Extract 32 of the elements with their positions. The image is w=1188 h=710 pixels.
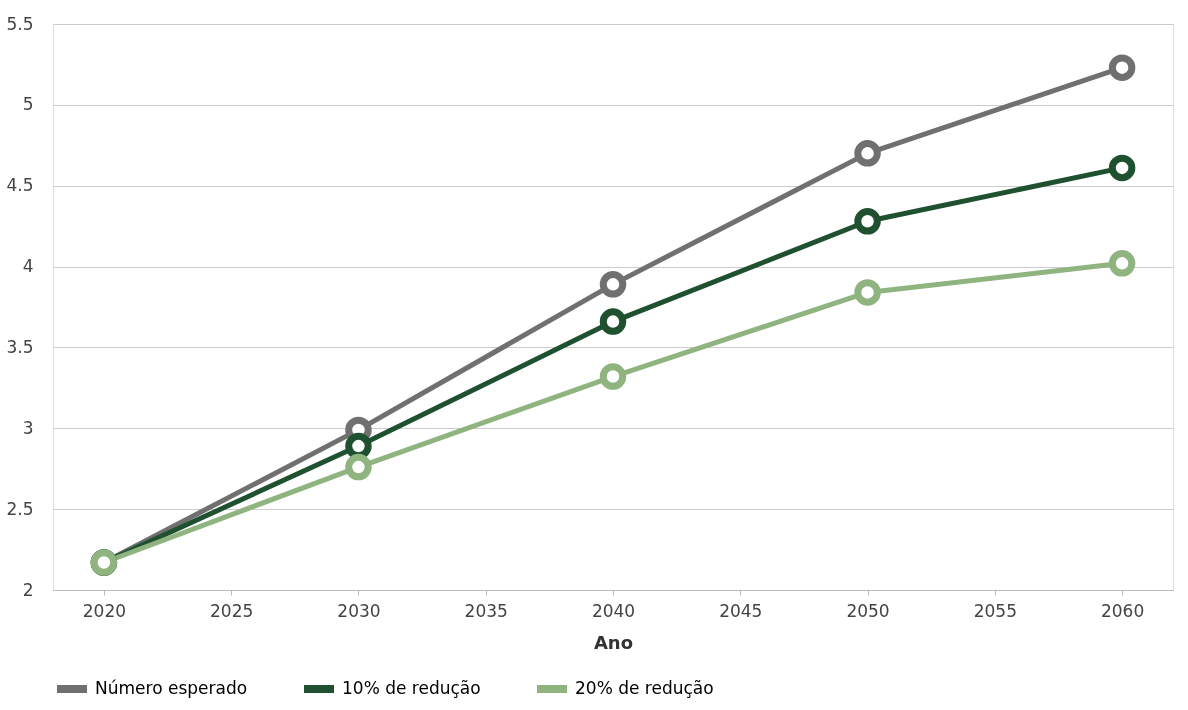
x-tick-label: 2055 xyxy=(973,600,1017,621)
point xyxy=(1108,250,1136,277)
legend-label: Número esperado xyxy=(95,678,248,698)
y-tick-label: 3 xyxy=(22,417,34,438)
x-tick-label: 2060 xyxy=(1100,600,1145,621)
x-axis-title: Ano xyxy=(593,631,634,653)
y-tick-label: 5.5 xyxy=(6,13,34,34)
x-tick-label: 2035 xyxy=(464,600,508,621)
point xyxy=(599,271,627,298)
x-tick-label: 2040 xyxy=(591,600,636,621)
legend-label: 10% de redução xyxy=(342,678,481,698)
x-tick-label: 2025 xyxy=(210,600,254,621)
y-tick-label: 4.5 xyxy=(6,175,34,196)
point xyxy=(854,208,881,235)
y-tick-label: 2.5 xyxy=(6,498,34,519)
y-tick-label: 2 xyxy=(22,579,34,600)
legend-label: 20% de redução xyxy=(575,678,714,698)
point xyxy=(345,432,372,460)
point xyxy=(1108,154,1136,182)
point xyxy=(854,279,881,306)
x-tick-label: 2030 xyxy=(337,600,381,621)
point xyxy=(599,308,627,335)
x-tick-label: 2050 xyxy=(846,600,890,621)
x-tick-label: 2045 xyxy=(719,600,763,621)
point xyxy=(599,363,627,390)
point xyxy=(854,140,881,167)
y-tick-label: 3.5 xyxy=(6,336,34,357)
y-tick-label: 4 xyxy=(22,256,34,277)
point xyxy=(1108,54,1136,81)
y-tick-label: 5 xyxy=(22,94,34,115)
x-tick-label: 2020 xyxy=(82,600,127,621)
point xyxy=(345,453,372,481)
